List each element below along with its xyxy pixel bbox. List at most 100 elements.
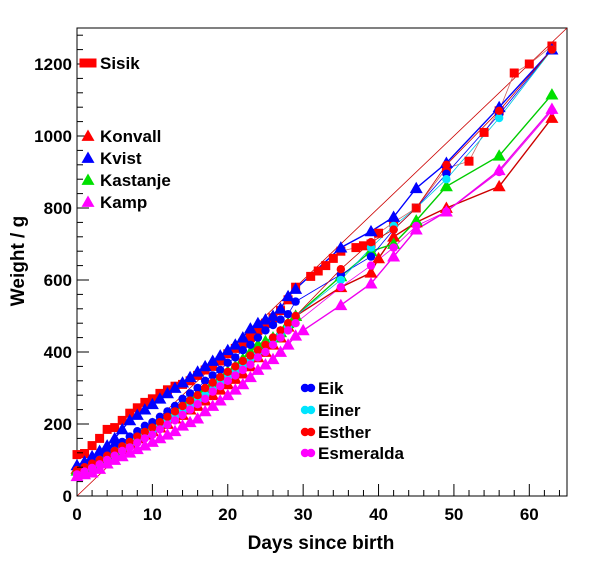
data-point-esmeralda — [268, 340, 278, 349]
data-point-eik — [216, 365, 225, 375]
data-point-kvist — [100, 439, 114, 451]
data-point-kamp — [236, 377, 250, 390]
data-point-kvist — [191, 365, 205, 377]
data-point-esmeralda — [366, 261, 376, 270]
data-point-kvist — [409, 181, 423, 194]
data-point-sisik — [238, 338, 248, 348]
data-point-esther — [268, 333, 278, 342]
data-point-esther — [140, 427, 150, 437]
data-point-eik — [200, 376, 210, 385]
data-point-esmeralda — [140, 434, 150, 443]
data-point-esther — [216, 373, 225, 382]
data-point-esmeralda — [102, 455, 112, 465]
y-tick-label: 400 — [44, 343, 72, 362]
plot-frame — [76, 27, 568, 497]
data-point-kastanje — [409, 214, 423, 226]
data-point-kamp — [183, 415, 197, 428]
data-point-sisik — [351, 243, 361, 253]
data-point-kvist — [289, 282, 303, 294]
data-point-esmeralda — [163, 420, 172, 429]
data-point-sisik — [95, 433, 105, 443]
x-tick-label: 20 — [218, 505, 237, 524]
data-point-esther — [253, 346, 263, 355]
data-point-kamp — [251, 363, 265, 375]
data-point-kvist — [138, 403, 152, 415]
data-point-kvist — [145, 397, 159, 410]
y-tick-label: 200 — [44, 415, 72, 434]
data-point-sisik — [479, 127, 489, 137]
data-point-kamp — [130, 442, 144, 455]
data-point-kamp — [387, 250, 401, 262]
data-point-konvall — [387, 230, 401, 242]
data-point-sisik — [464, 156, 474, 166]
series-markers — [70, 41, 559, 482]
data-point-sisik — [117, 415, 127, 425]
data-point-esmeralda — [185, 405, 195, 414]
data-point-sisik — [358, 241, 368, 251]
y-tick-label: 600 — [44, 271, 72, 290]
legend-label-konvall: Konvall — [100, 127, 161, 146]
data-point-kamp — [191, 412, 205, 424]
data-point-kamp — [206, 399, 220, 411]
y-tick-label: 800 — [44, 199, 72, 218]
data-point-esmeralda — [208, 387, 217, 396]
data-point-kastanje — [545, 88, 559, 100]
data-point-eik — [178, 394, 187, 403]
data-point-esmeralda — [494, 167, 504, 177]
data-point-kvist — [153, 392, 167, 404]
data-point-esmeralda — [253, 353, 263, 362]
data-point-esmeralda — [133, 438, 142, 447]
data-point-esther — [178, 401, 187, 411]
data-point-sisik — [87, 441, 97, 451]
legend-label-esmeralda: Esmeralda — [318, 444, 405, 463]
data-point-kvist — [93, 444, 107, 456]
data-point-sisik — [72, 450, 82, 460]
data-point-eik — [185, 389, 195, 398]
legend-marker-einer — [300, 405, 310, 415]
data-point-kvist — [258, 313, 272, 325]
data-point-esther — [193, 391, 202, 400]
data-point-esmeralda — [170, 416, 180, 425]
data-point-esmeralda — [125, 443, 134, 452]
data-point-kvist — [176, 376, 190, 388]
data-point-esmeralda — [442, 207, 451, 216]
data-point-sisik — [215, 356, 225, 366]
data-point-sisik — [524, 59, 534, 69]
y-tick-label: 1200 — [34, 55, 72, 74]
data-point-kamp — [296, 323, 310, 336]
data-point-kamp — [198, 404, 212, 417]
series-line-sisik — [76, 45, 553, 455]
data-point-esther — [442, 160, 451, 169]
legend-label-kvist: Kvist — [100, 149, 142, 168]
data-point-esmeralda — [110, 451, 119, 460]
data-point-kvist — [160, 386, 174, 399]
legend-label-kamp: Kamp — [100, 193, 147, 212]
data-point-esther — [155, 418, 165, 427]
data-point-kvist — [206, 354, 220, 366]
data-point-esmeralda — [216, 382, 225, 391]
data-point-eik — [193, 383, 202, 393]
data-point-kvist — [168, 381, 182, 393]
data-point-esmeralda — [283, 326, 293, 335]
x-tick-label: 40 — [369, 505, 388, 524]
data-point-esmeralda — [155, 425, 165, 434]
data-point-kvist — [221, 343, 235, 356]
data-point-esther — [238, 356, 248, 366]
data-point-esther — [231, 362, 240, 371]
data-point-kvist — [130, 408, 144, 420]
data-point-kvist — [115, 422, 129, 435]
data-point-kamp — [274, 345, 288, 357]
data-point-esmeralda — [246, 360, 255, 369]
legend-marker-einer — [306, 405, 316, 415]
data-point-esther — [148, 423, 157, 432]
data-point-esther — [336, 265, 346, 274]
data-point-kamp — [228, 383, 242, 395]
data-point-esmeralda — [148, 430, 157, 439]
x-tick-label: 50 — [444, 505, 463, 524]
data-point-eik — [238, 346, 248, 355]
data-point-kamp — [289, 329, 303, 341]
data-point-esmeralda — [231, 371, 240, 380]
data-point-esmeralda — [118, 446, 127, 456]
legend-marker-eik — [306, 383, 316, 393]
legend-label-sisik: Sisik — [100, 54, 140, 73]
